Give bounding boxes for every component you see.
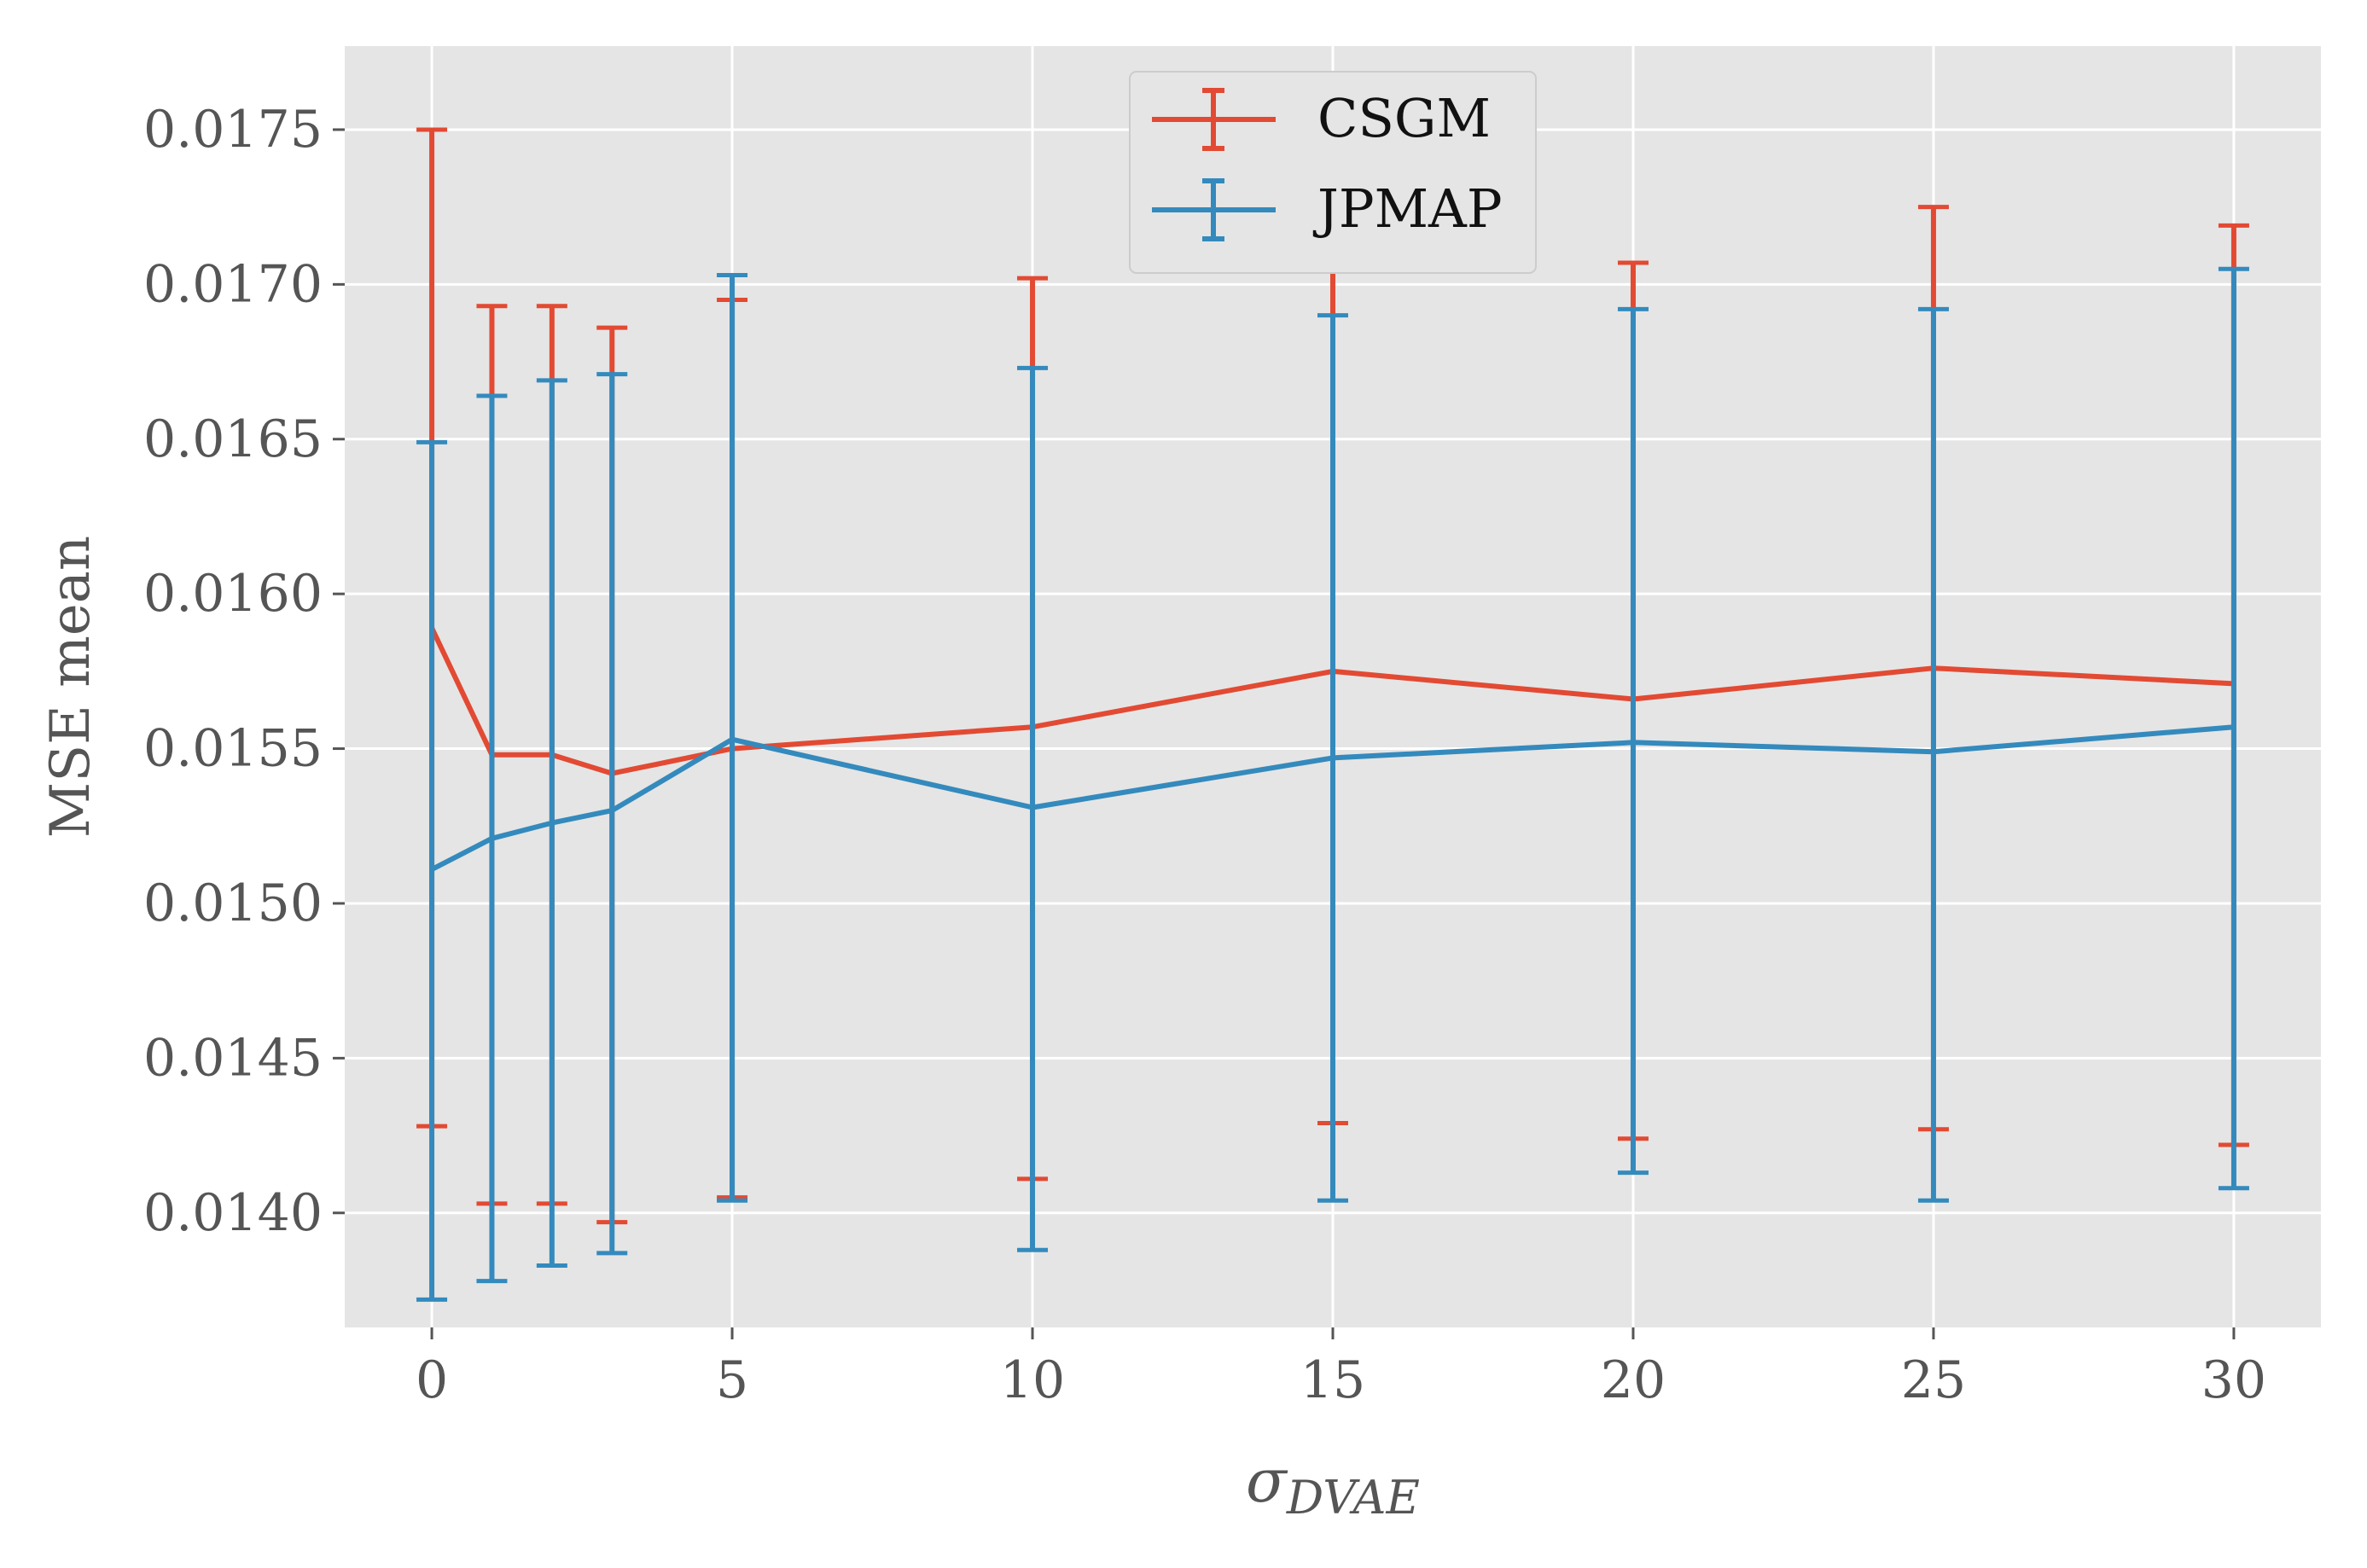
- series-line-jpmap: [430, 724, 2235, 872]
- x-tick-label: 15: [1300, 1350, 1365, 1410]
- y-tick-label: 0.0165: [143, 409, 323, 469]
- y-tick-label: 0.0145: [143, 1028, 323, 1088]
- x-axis-label: σDVAE: [1246, 1446, 1420, 1524]
- y-axis-label: MSE mean: [39, 536, 102, 838]
- legend-entry-jpmap: JPMAP: [1152, 177, 1503, 241]
- y-tick-label: 0.0170: [143, 254, 323, 314]
- legend: CSGM JPMAP: [1129, 71, 1537, 274]
- x-axis-label-symbol: σ: [1246, 1446, 1288, 1516]
- x-axis-label-subscript: DVAE: [1286, 1471, 1420, 1524]
- y-tick-label: 0.0155: [143, 719, 323, 779]
- x-tick-label: 0: [416, 1350, 448, 1410]
- legend-label-jpmap: JPMAP: [1312, 177, 1503, 240]
- x-axis-ticks: 0 5 10 15 20 25 30: [416, 1327, 2266, 1410]
- series-layer: [416, 127, 2249, 1302]
- legend-label-csgm: CSGM: [1317, 87, 1491, 149]
- legend-entry-csgm: CSGM: [1152, 87, 1491, 151]
- series-jpmap: [416, 266, 2249, 1302]
- y-tick-label: 0.0160: [143, 564, 323, 624]
- x-tick-label: 25: [1901, 1350, 1966, 1410]
- y-axis-ticks: 0.0140 0.0145 0.0150 0.0155 0.0160 0.0165 0.01…: [143, 100, 345, 1243]
- x-tick-label: 5: [716, 1350, 748, 1410]
- y-tick-label: 0.0150: [143, 874, 323, 933]
- y-tick-label: 0.0140: [143, 1183, 323, 1243]
- y-tick-label: 0.0175: [143, 100, 323, 160]
- series-line-csgm: [429, 626, 2235, 776]
- x-tick-label: 30: [2201, 1350, 2266, 1410]
- x-tick-label: 10: [1000, 1350, 1065, 1410]
- x-tick-label: 20: [1601, 1350, 1666, 1410]
